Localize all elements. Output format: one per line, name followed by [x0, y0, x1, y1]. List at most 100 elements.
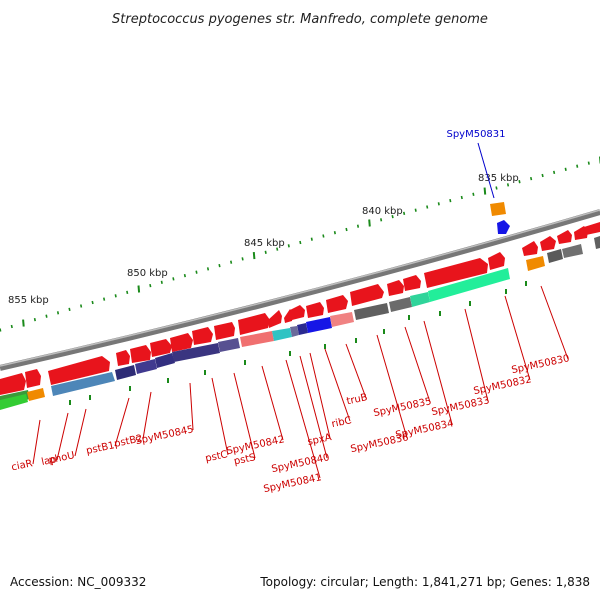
- gene-arrow[interactable]: [48, 356, 110, 385]
- gene-label-pstC[interactable]: pstC: [204, 449, 228, 464]
- gene-block[interactable]: [240, 331, 274, 347]
- accession-text: Accession: NC_009332: [10, 575, 146, 589]
- gene-arrow[interactable]: [25, 369, 41, 388]
- gene-label-pstS[interactable]: pstS: [233, 452, 257, 467]
- gene-arrow[interactable]: [306, 302, 324, 318]
- scale-tick: [0, 328, 2, 332]
- gene-block[interactable]: [172, 343, 220, 362]
- gene-arrow[interactable]: [170, 333, 193, 352]
- gene-block[interactable]: [330, 312, 354, 327]
- gene-block[interactable]: [410, 292, 430, 307]
- scale-tick: [437, 202, 440, 206]
- genome-backbone: [0, 209, 600, 371]
- scale-label-835: 835 kbp: [478, 173, 519, 184]
- scale-tick: [137, 285, 141, 293]
- scale-tick: [495, 186, 498, 190]
- gene-block[interactable]: [51, 372, 115, 396]
- feature-ticks: [69, 281, 527, 405]
- gene-label-ribC[interactable]: ribC: [331, 415, 353, 430]
- scale-tick: [149, 283, 152, 288]
- gene-block[interactable]: [389, 297, 412, 312]
- gene-label-SpyM50834[interactable]: SpyM50834: [395, 418, 455, 441]
- gene-label-truB[interactable]: truB: [346, 392, 369, 407]
- gene-block[interactable]: [594, 236, 600, 249]
- gene-label-SpyM50830[interactable]: SpyM50830: [511, 353, 571, 376]
- gene-label-SpyM50833[interactable]: SpyM50833: [431, 395, 491, 418]
- gene-block[interactable]: [526, 256, 545, 271]
- gene-arrow[interactable]: [488, 252, 505, 270]
- gene-label-lap[interactable]: lap: [40, 454, 57, 468]
- scale-tick: [506, 183, 510, 187]
- scale-label-845: 845 kbp: [244, 238, 285, 249]
- scale-tick: [45, 314, 48, 318]
- scale-tick: [56, 311, 60, 315]
- gene-arrow[interactable]: [403, 275, 421, 291]
- gene-label-SpyM50831[interactable]: SpyM50831: [446, 129, 505, 140]
- scale-tick: [472, 192, 475, 196]
- gene-label-SpyM50840[interactable]: SpyM50840: [271, 452, 331, 475]
- gene-block[interactable]: [562, 244, 583, 258]
- gene-label-spxA[interactable]: spxA: [307, 432, 333, 448]
- gene-arrow[interactable]: [350, 284, 384, 306]
- gene-block[interactable]: [306, 317, 332, 333]
- scale-tick: [449, 198, 452, 203]
- scale-label-840: 840 kbp: [362, 206, 403, 217]
- gene-arrow[interactable]: [116, 350, 130, 366]
- gene-arrow[interactable]: [150, 339, 172, 357]
- gene-arrow[interactable]: [574, 226, 588, 240]
- gene-block[interactable]: [155, 353, 175, 368]
- gene-arrow[interactable]: [540, 236, 556, 251]
- gene-arrow[interactable]: [424, 258, 488, 288]
- gene-arrow[interactable]: [290, 305, 305, 320]
- gene-arrow[interactable]: [584, 222, 600, 235]
- gene-label-ciaR[interactable]: ciaR: [10, 458, 33, 473]
- scale-tick: [230, 260, 233, 264]
- gene-label-phoU[interactable]: phoU: [48, 450, 76, 466]
- gene-block[interactable]: [497, 220, 510, 234]
- forward-strand: [0, 222, 600, 395]
- scale-tick: [460, 195, 463, 200]
- scale-tick: [345, 227, 348, 232]
- gene-block[interactable]: [354, 303, 389, 320]
- scale-tick: [264, 250, 267, 254]
- gene-arrow[interactable]: [192, 327, 213, 345]
- gene-arrow[interactable]: [557, 230, 572, 244]
- gene-block[interactable]: [547, 249, 563, 263]
- gene-arrow[interactable]: [326, 295, 348, 313]
- gene-block[interactable]: [297, 323, 308, 335]
- scale-tick: [218, 263, 221, 268]
- scale-tick: [310, 237, 313, 241]
- scale-tick: [483, 187, 487, 195]
- gene-block[interactable]: [115, 365, 136, 380]
- gene-block[interactable]: [428, 268, 510, 302]
- scale-tick: [553, 170, 556, 175]
- gene-arrow[interactable]: [214, 322, 235, 340]
- gene-label-SpyM50842[interactable]: SpyM50842: [226, 434, 286, 457]
- backbone-highlight: [0, 209, 600, 367]
- gene-arrow[interactable]: [238, 313, 270, 335]
- topology-text: Topology: circular; Length: 1,841,271 bp…: [259, 575, 590, 589]
- gene-block[interactable]: [0, 394, 28, 410]
- gene-label-SpyM50832[interactable]: SpyM50832: [473, 374, 533, 397]
- gene-arrow[interactable]: [268, 310, 282, 328]
- gene-arrow[interactable]: [387, 280, 404, 296]
- gene-block[interactable]: [135, 359, 157, 374]
- scale-tick: [530, 176, 533, 181]
- scale-tick: [183, 273, 186, 278]
- gene-label-SpyM50845[interactable]: SpyM50845: [135, 424, 195, 447]
- gene-arrow[interactable]: [0, 373, 26, 395]
- scale-tick: [276, 247, 279, 251]
- gene-arrow[interactable]: [522, 241, 538, 256]
- gene-arrow[interactable]: [130, 345, 151, 363]
- gene-block[interactable]: [27, 388, 45, 401]
- scale-tick: [426, 205, 429, 209]
- gene-label-SpyM50835[interactable]: SpyM50835: [373, 396, 433, 419]
- gene-block[interactable]: [272, 328, 292, 341]
- gene-block[interactable]: [490, 202, 506, 216]
- gene-label-pstB1[interactable]: pstB1: [85, 440, 115, 457]
- gene-block[interactable]: [290, 326, 299, 337]
- gene-label-SpyM50841[interactable]: SpyM50841: [263, 472, 323, 495]
- scale-tick: [160, 280, 163, 284]
- gene-block[interactable]: [218, 338, 240, 352]
